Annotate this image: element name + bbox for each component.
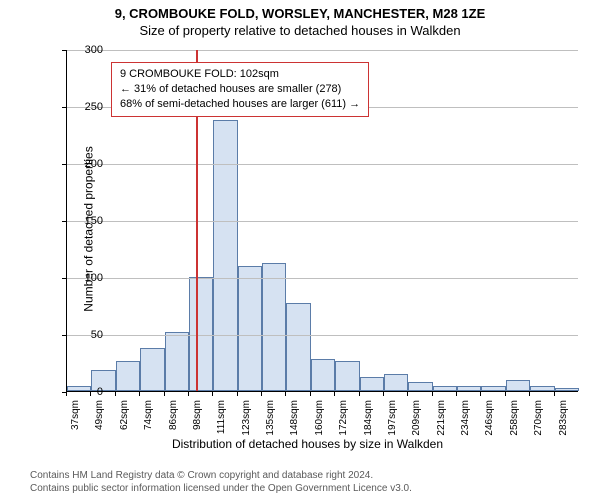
x-tick-label: 123sqm: [241, 400, 252, 448]
footer-line-2: Contains public sector information licen…: [30, 483, 412, 496]
x-tick-mark: [505, 392, 506, 396]
y-tick-mark: [62, 278, 66, 279]
histogram-bar: [262, 263, 286, 391]
x-tick-mark: [480, 392, 481, 396]
histogram-bar: [408, 382, 432, 391]
x-tick-label: 283sqm: [558, 400, 569, 448]
x-tick-mark: [407, 392, 408, 396]
histogram-bar: [433, 386, 457, 391]
y-tick-mark: [62, 335, 66, 336]
gridline: [67, 335, 578, 336]
x-tick-label: 49sqm: [94, 400, 105, 448]
x-tick-label: 98sqm: [192, 400, 203, 448]
histogram-bar: [457, 386, 481, 391]
x-tick-label: 37sqm: [70, 400, 81, 448]
x-tick-label: 86sqm: [168, 400, 179, 448]
histogram-bar: [530, 386, 554, 391]
histogram-bar: [506, 380, 530, 391]
x-tick-mark: [554, 392, 555, 396]
histogram-bar: [116, 361, 140, 391]
x-tick-mark: [334, 392, 335, 396]
x-tick-mark: [383, 392, 384, 396]
info-box: 9 CROMBOUKE FOLD: 102sqm ← 31% of detach…: [111, 62, 369, 117]
x-tick-label: 148sqm: [289, 400, 300, 448]
gridline: [67, 164, 578, 165]
info-line-3: 68% of semi-detached houses are larger (…: [120, 97, 360, 112]
histogram-bar: [286, 303, 310, 391]
x-tick-mark: [66, 392, 67, 396]
y-tick-label: 200: [63, 158, 103, 170]
title-address: 9, CROMBOUKE FOLD, WORSLEY, MANCHESTER, …: [0, 0, 600, 21]
x-tick-label: 111sqm: [216, 400, 227, 448]
x-tick-mark: [432, 392, 433, 396]
x-tick-mark: [359, 392, 360, 396]
x-tick-mark: [285, 392, 286, 396]
footer-line-1: Contains HM Land Registry data © Crown c…: [30, 470, 412, 483]
gridline: [67, 278, 578, 279]
y-tick-mark: [62, 221, 66, 222]
x-tick-label: 172sqm: [338, 400, 349, 448]
histogram-bar: [311, 359, 335, 391]
x-tick-mark: [188, 392, 189, 396]
y-tick-mark: [62, 50, 66, 51]
histogram-bar: [481, 386, 505, 391]
x-tick-mark: [237, 392, 238, 396]
chart-container: Number of detached properties 9 CROMBOUK…: [30, 42, 585, 432]
info-line-1: 9 CROMBOUKE FOLD: 102sqm: [120, 67, 360, 82]
x-tick-label: 197sqm: [387, 400, 398, 448]
histogram-bar: [213, 120, 237, 391]
x-tick-mark: [261, 392, 262, 396]
gridline: [67, 221, 578, 222]
x-tick-label: 184sqm: [363, 400, 374, 448]
histogram-bar: [335, 361, 359, 391]
y-tick-label: 300: [63, 44, 103, 56]
histogram-bar: [140, 348, 164, 391]
x-tick-mark: [456, 392, 457, 396]
x-tick-mark: [164, 392, 165, 396]
x-tick-label: 160sqm: [314, 400, 325, 448]
histogram-bar: [189, 277, 213, 391]
x-tick-mark: [139, 392, 140, 396]
histogram-bar: [384, 374, 408, 391]
x-tick-label: 270sqm: [533, 400, 544, 448]
x-tick-label: 209sqm: [411, 400, 422, 448]
y-tick-label: 50: [63, 329, 103, 341]
x-tick-mark: [212, 392, 213, 396]
gridline: [67, 50, 578, 51]
title-subtitle: Size of property relative to detached ho…: [0, 21, 600, 38]
histogram-bar: [165, 332, 189, 391]
y-tick-mark: [62, 107, 66, 108]
y-tick-label: 250: [63, 101, 103, 113]
histogram-bar: [360, 377, 384, 391]
x-tick-label: 234sqm: [460, 400, 471, 448]
footer-attribution: Contains HM Land Registry data © Crown c…: [30, 470, 412, 495]
y-tick-label: 100: [63, 272, 103, 284]
x-tick-label: 221sqm: [436, 400, 447, 448]
x-tick-mark: [310, 392, 311, 396]
info-line-2: ← 31% of detached houses are smaller (27…: [120, 82, 360, 97]
histogram-bar: [238, 266, 262, 391]
x-tick-mark: [90, 392, 91, 396]
x-tick-label: 62sqm: [119, 400, 130, 448]
y-tick-label: 150: [63, 215, 103, 227]
x-tick-label: 246sqm: [484, 400, 495, 448]
x-tick-label: 258sqm: [509, 400, 520, 448]
x-tick-mark: [115, 392, 116, 396]
y-tick-mark: [62, 164, 66, 165]
x-tick-label: 74sqm: [143, 400, 154, 448]
histogram-bar: [555, 388, 579, 391]
x-axis-label: Distribution of detached houses by size …: [30, 437, 585, 451]
x-tick-mark: [529, 392, 530, 396]
plot-area: 9 CROMBOUKE FOLD: 102sqm ← 31% of detach…: [66, 50, 578, 392]
y-tick-label: 0: [63, 386, 103, 398]
x-tick-label: 135sqm: [265, 400, 276, 448]
